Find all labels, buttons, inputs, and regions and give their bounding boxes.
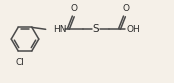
- Text: OH: OH: [126, 25, 140, 34]
- Text: O: O: [123, 4, 130, 13]
- Text: Cl: Cl: [16, 58, 25, 67]
- Text: O: O: [71, 4, 78, 13]
- Text: S: S: [93, 24, 99, 34]
- Text: HN: HN: [54, 25, 67, 34]
